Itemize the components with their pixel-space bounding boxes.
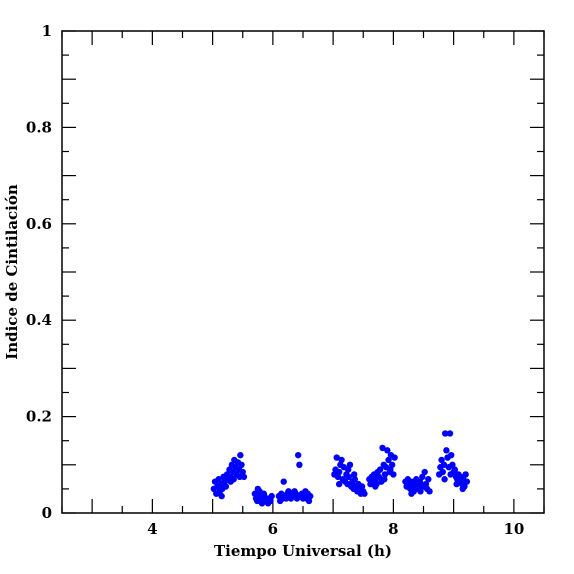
data-point: [254, 485, 262, 493]
data-point: [451, 466, 459, 473]
data-point: [425, 476, 432, 483]
data-point: [358, 483, 366, 490]
data-point: [446, 430, 454, 437]
data-point: [335, 480, 343, 488]
data-point: [376, 466, 384, 473]
data-points: [210, 430, 471, 507]
data-point: [421, 468, 428, 476]
axis-tick-labels: 4 6 8 10 0 0.2 0.4 0.6 0.8 1: [26, 22, 524, 538]
data-point: [334, 473, 342, 481]
data-point: [381, 471, 389, 478]
x-tick-label: 6: [268, 520, 278, 538]
data-point: [441, 476, 448, 483]
data-point: [215, 476, 222, 483]
data-point: [463, 478, 471, 485]
data-point: [449, 461, 456, 468]
data-point: [387, 466, 394, 473]
data-point: [381, 476, 388, 483]
data-point: [344, 466, 352, 473]
data-point: [345, 473, 352, 481]
data-point: [237, 451, 244, 459]
data-point: [443, 447, 450, 454]
data-point: [440, 461, 448, 468]
data-point: [375, 473, 383, 481]
data-point: [351, 471, 358, 478]
data-point: [447, 471, 454, 478]
data-point: [218, 492, 225, 500]
plot-frame: [61, 30, 545, 514]
data-point: [351, 476, 359, 483]
data-point: [239, 468, 246, 476]
y-tick-label: 0: [42, 504, 52, 522]
data-point: [384, 447, 391, 454]
data-point: [333, 454, 340, 461]
data-point: [441, 430, 449, 437]
axis-ticks: [61, 30, 545, 514]
data-point: [459, 485, 466, 493]
data-point: [391, 454, 398, 461]
data-point: [453, 480, 460, 488]
y-tick-label: 0.4: [26, 311, 52, 329]
data-point: [448, 451, 455, 459]
data-point: [230, 476, 237, 483]
x-tick-label: 8: [388, 520, 398, 538]
data-point: [268, 492, 275, 500]
data-point: [260, 490, 268, 497]
data-point: [385, 456, 392, 464]
data-point: [280, 478, 287, 485]
data-point: [372, 483, 379, 490]
x-tick-label: 10: [503, 520, 524, 538]
data-point: [361, 490, 368, 497]
data-point: [388, 461, 396, 468]
y-tick-label: 1: [42, 22, 52, 40]
data-point: [294, 451, 302, 459]
y-tick-label: 0.8: [26, 118, 52, 136]
data-point: [417, 488, 424, 495]
data-point: [267, 497, 274, 505]
data-point: [338, 456, 345, 464]
data-point: [236, 473, 243, 481]
data-point: [379, 444, 386, 452]
data-point: [422, 480, 430, 488]
y-tick-label: 0.2: [26, 408, 52, 426]
data-point: [307, 492, 314, 500]
data-point: [335, 468, 343, 476]
data-point: [238, 461, 245, 468]
data-point: [390, 471, 397, 478]
data-point: [462, 471, 469, 478]
x-tick-label: 4: [147, 520, 157, 538]
data-point: [296, 461, 303, 468]
data-point: [305, 497, 313, 505]
data-point: [408, 490, 415, 497]
y-tick-label: 0.6: [26, 215, 52, 233]
x-axis-title: Tiempo Universal (h): [214, 542, 392, 560]
data-point: [419, 473, 426, 481]
data-point: [439, 468, 446, 476]
data-point: [426, 488, 433, 495]
data-point: [292, 490, 299, 497]
y-axis-title: Indice de Cintilación: [3, 184, 21, 360]
data-point: [346, 461, 354, 468]
data-point: [222, 483, 230, 490]
data-point: [438, 456, 445, 464]
